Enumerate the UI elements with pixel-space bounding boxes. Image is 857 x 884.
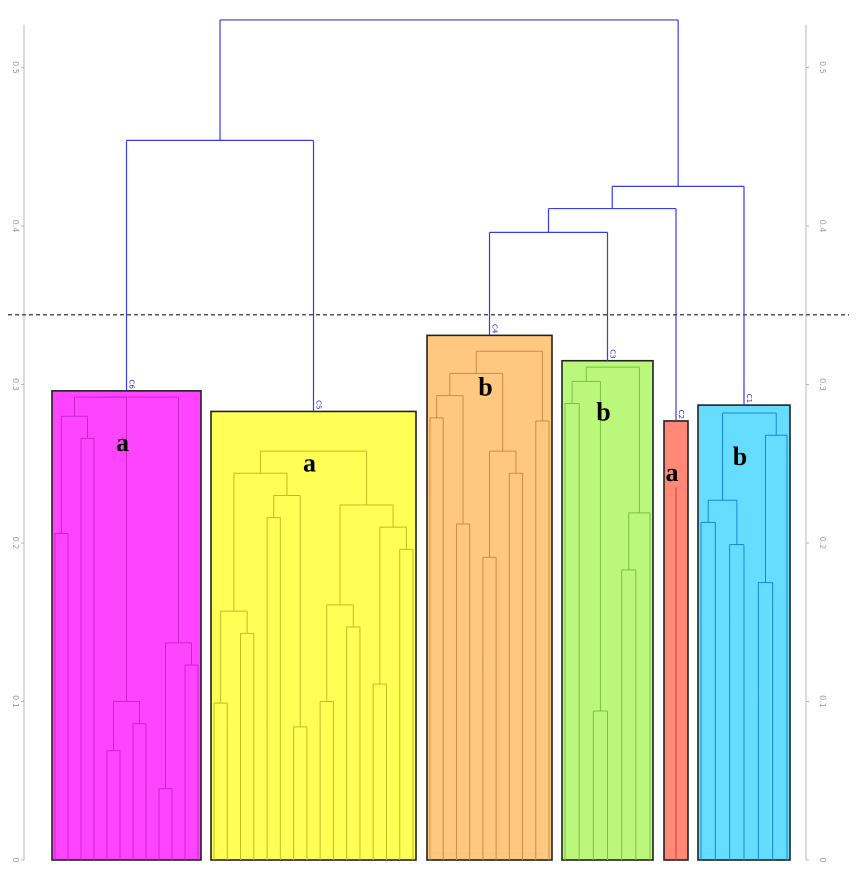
left-tick-label: 0.2 bbox=[11, 537, 20, 550]
cluster-box bbox=[426, 334, 553, 861]
left-tick-label: 0.4 bbox=[11, 220, 20, 233]
cluster-C6 bbox=[51, 390, 202, 861]
cluster-box bbox=[210, 410, 417, 861]
cluster-name-label: C5 bbox=[315, 400, 323, 409]
left-tick-label: 0.1 bbox=[11, 695, 20, 708]
right-tick-label: 0.3 bbox=[818, 378, 827, 391]
cluster-name-label: C4 bbox=[491, 324, 499, 334]
left-tick-label: 0 bbox=[11, 857, 20, 862]
right-tick-label: 0.5 bbox=[818, 61, 827, 74]
right-tick-label: 0.4 bbox=[818, 220, 827, 233]
labels: C6 a C5 a C4 b C3 b C2 a C1 b bbox=[116, 324, 753, 487]
cluster-C1 bbox=[697, 404, 791, 861]
upper-links bbox=[125, 19, 745, 421]
cluster-C2 bbox=[663, 420, 689, 861]
left-tick-label: 0.5 bbox=[11, 61, 20, 74]
group-letter-label: a bbox=[116, 428, 129, 457]
cluster-name-label: C6 bbox=[128, 379, 136, 389]
cluster-C3 bbox=[561, 359, 654, 861]
cluster-C4 bbox=[426, 334, 553, 861]
cluster-name-label: C3 bbox=[609, 349, 617, 358]
axes: 0 0 0.1 0.1 0.2 0.2 0.3 0.3 0.4 0.4 0.5 0.5 bbox=[11, 25, 827, 863]
clusters bbox=[51, 334, 791, 861]
group-letter-label: a bbox=[666, 458, 679, 487]
right-tick-label: 0 bbox=[818, 857, 827, 862]
group-letter-label: a bbox=[303, 448, 316, 477]
right-tick-label: 0.2 bbox=[818, 537, 827, 550]
right-tick-label: 0.1 bbox=[818, 695, 827, 708]
left-tick-label: 0.3 bbox=[11, 378, 20, 391]
group-letter-label: b bbox=[596, 398, 610, 427]
group-letter-label: b bbox=[478, 372, 492, 401]
group-letter-label: b bbox=[733, 442, 747, 471]
cluster-C5 bbox=[210, 410, 417, 861]
cluster-name-label: C1 bbox=[745, 394, 753, 403]
cluster-name-label: C2 bbox=[677, 410, 685, 419]
